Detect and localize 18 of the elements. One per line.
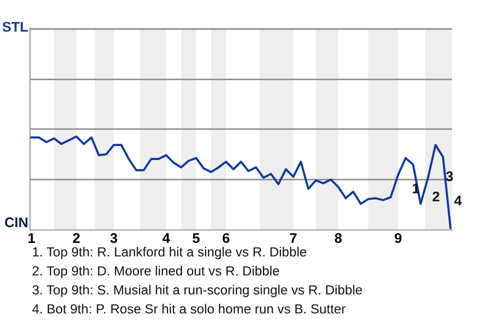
x-tick-label: 4 — [162, 233, 170, 243]
x-tick-label: 7 — [290, 233, 297, 243]
text: CIN — [4, 217, 28, 228]
x-tick-label: 1 — [28, 233, 35, 243]
x-tick-label: 6 — [222, 233, 230, 243]
x-tick-label: 3 — [110, 233, 118, 243]
x-tick-label: 5 — [192, 233, 200, 243]
x-tick-label: 2 — [73, 233, 80, 243]
text: 2. Top 9th: D. Moore lined out vs R. Dibble — [32, 266, 280, 278]
x-tick-label: 8 — [334, 233, 342, 243]
text: 4 — [454, 196, 462, 206]
text: 3. Top 9th: S. Musial hit a run-scoring single vs R. Dibble — [32, 284, 362, 298]
text: 1. Top 9th: R. Lankford hit a single vs R. Dibble — [33, 246, 306, 260]
annotation: 2 — [432, 192, 440, 202]
annotation: 3 — [446, 171, 453, 182]
x-tick-label: 9 — [394, 233, 402, 243]
text: 4. Bot 9th: P. Rose Sr hit a solo home run vs B. Sutter — [32, 304, 346, 314]
text: STL — [2, 22, 28, 32]
